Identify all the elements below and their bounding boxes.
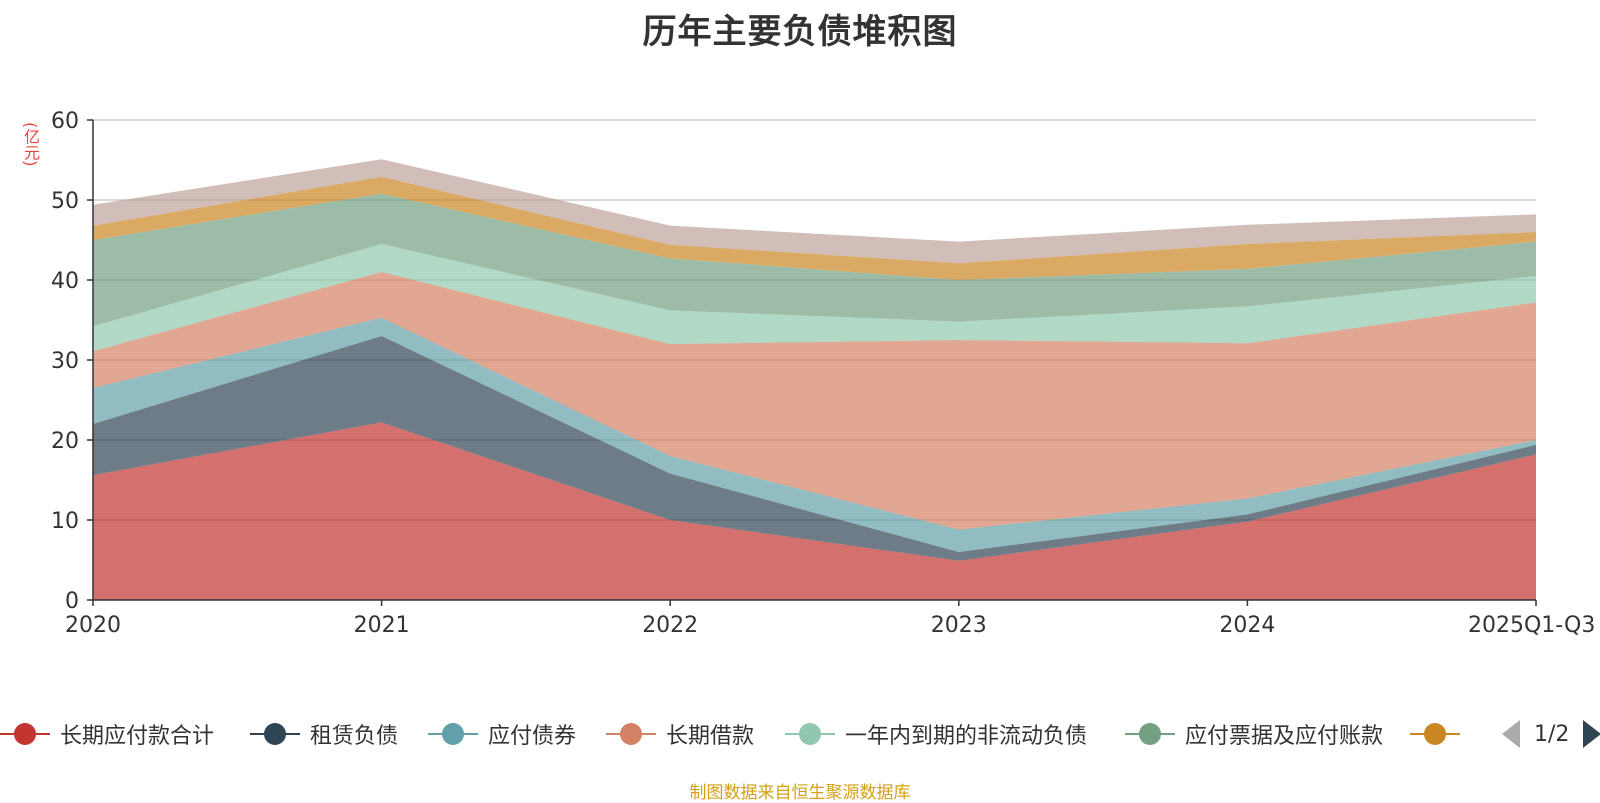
legend-prev-page-icon[interactable] xyxy=(1502,720,1520,748)
x-tick-label: 2025Q1-Q3 xyxy=(1468,613,1595,638)
x-tick-label: 2020 xyxy=(65,613,121,638)
legend-swatch-icon xyxy=(1410,714,1460,754)
legend-pager: 1/2 xyxy=(1502,714,1600,754)
area-series-4[interactable] xyxy=(93,272,1536,530)
legend-item-4[interactable]: 长期借款 xyxy=(606,714,754,754)
legend-label: 应付票据及应付账款 xyxy=(1185,724,1384,749)
legend-item-7[interactable] xyxy=(1410,714,1460,754)
legend-label: 长期借款 xyxy=(666,724,755,749)
area-series-3[interactable] xyxy=(93,317,1536,552)
legend-label: 租赁负债 xyxy=(310,724,399,749)
y-tick-label: 50 xyxy=(51,189,79,214)
x-tick-label: 2023 xyxy=(931,613,987,638)
stacked-areas xyxy=(93,159,1536,600)
legend-label: 长期应付款合计 xyxy=(60,724,215,749)
legend-item-2[interactable]: 租赁负债 xyxy=(250,714,398,754)
legend-swatch-icon xyxy=(1125,714,1175,754)
legend-swatch-icon xyxy=(606,714,656,754)
legend-label: 应付债券 xyxy=(488,724,577,749)
y-axis-unit-label: (亿元) xyxy=(21,122,40,167)
y-tick-label: 40 xyxy=(51,269,79,294)
axes: 0 10 20 30 40 50 60 2020 2021 2022 2023 2024 2025Q1-… xyxy=(51,109,1595,638)
legend: 长期应付款合计 租赁负债 应付债券 长期借款 一年内到期的非流动负债 应付票据及应付账款 xyxy=(0,714,1600,754)
y-tick-label: 30 xyxy=(51,349,79,374)
legend-label: 一年内到期的非流动负债 xyxy=(845,724,1088,749)
legend-item-6[interactable]: 应付票据及应付账款 xyxy=(1125,714,1383,754)
area-series-2[interactable] xyxy=(93,336,1536,561)
x-tick-label: 2022 xyxy=(642,613,698,638)
legend-item-1[interactable]: 长期应付款合计 xyxy=(0,714,214,754)
legend-swatch-icon xyxy=(428,714,478,754)
y-tick-label: 20 xyxy=(51,429,79,454)
area-series-8[interactable] xyxy=(93,159,1536,264)
area-series-7[interactable] xyxy=(93,176,1536,280)
legend-swatch-icon xyxy=(250,714,300,754)
area-series-5[interactable] xyxy=(93,244,1536,352)
x-tick-label: 2021 xyxy=(354,613,410,638)
legend-swatch-icon xyxy=(0,714,50,754)
y-tick-label: 0 xyxy=(65,589,79,614)
legend-swatch-icon xyxy=(785,714,835,754)
area-series-1[interactable] xyxy=(93,422,1536,600)
y-tick-label: 60 xyxy=(51,109,79,134)
x-tick-label: 2024 xyxy=(1219,613,1275,638)
legend-item-5[interactable]: 一年内到期的非流动负债 xyxy=(785,714,1087,754)
y-tick-label: 10 xyxy=(51,509,79,534)
legend-item-3[interactable]: 应付债券 xyxy=(428,714,576,754)
chart-title: 历年主要负债堆积图 xyxy=(642,12,958,52)
legend-next-page-icon[interactable] xyxy=(1583,720,1600,748)
area-series-6[interactable] xyxy=(93,193,1536,327)
source-note: 制图数据来自恒生聚源数据库 xyxy=(689,783,911,803)
legend-page-indicator: 1/2 xyxy=(1534,721,1570,747)
